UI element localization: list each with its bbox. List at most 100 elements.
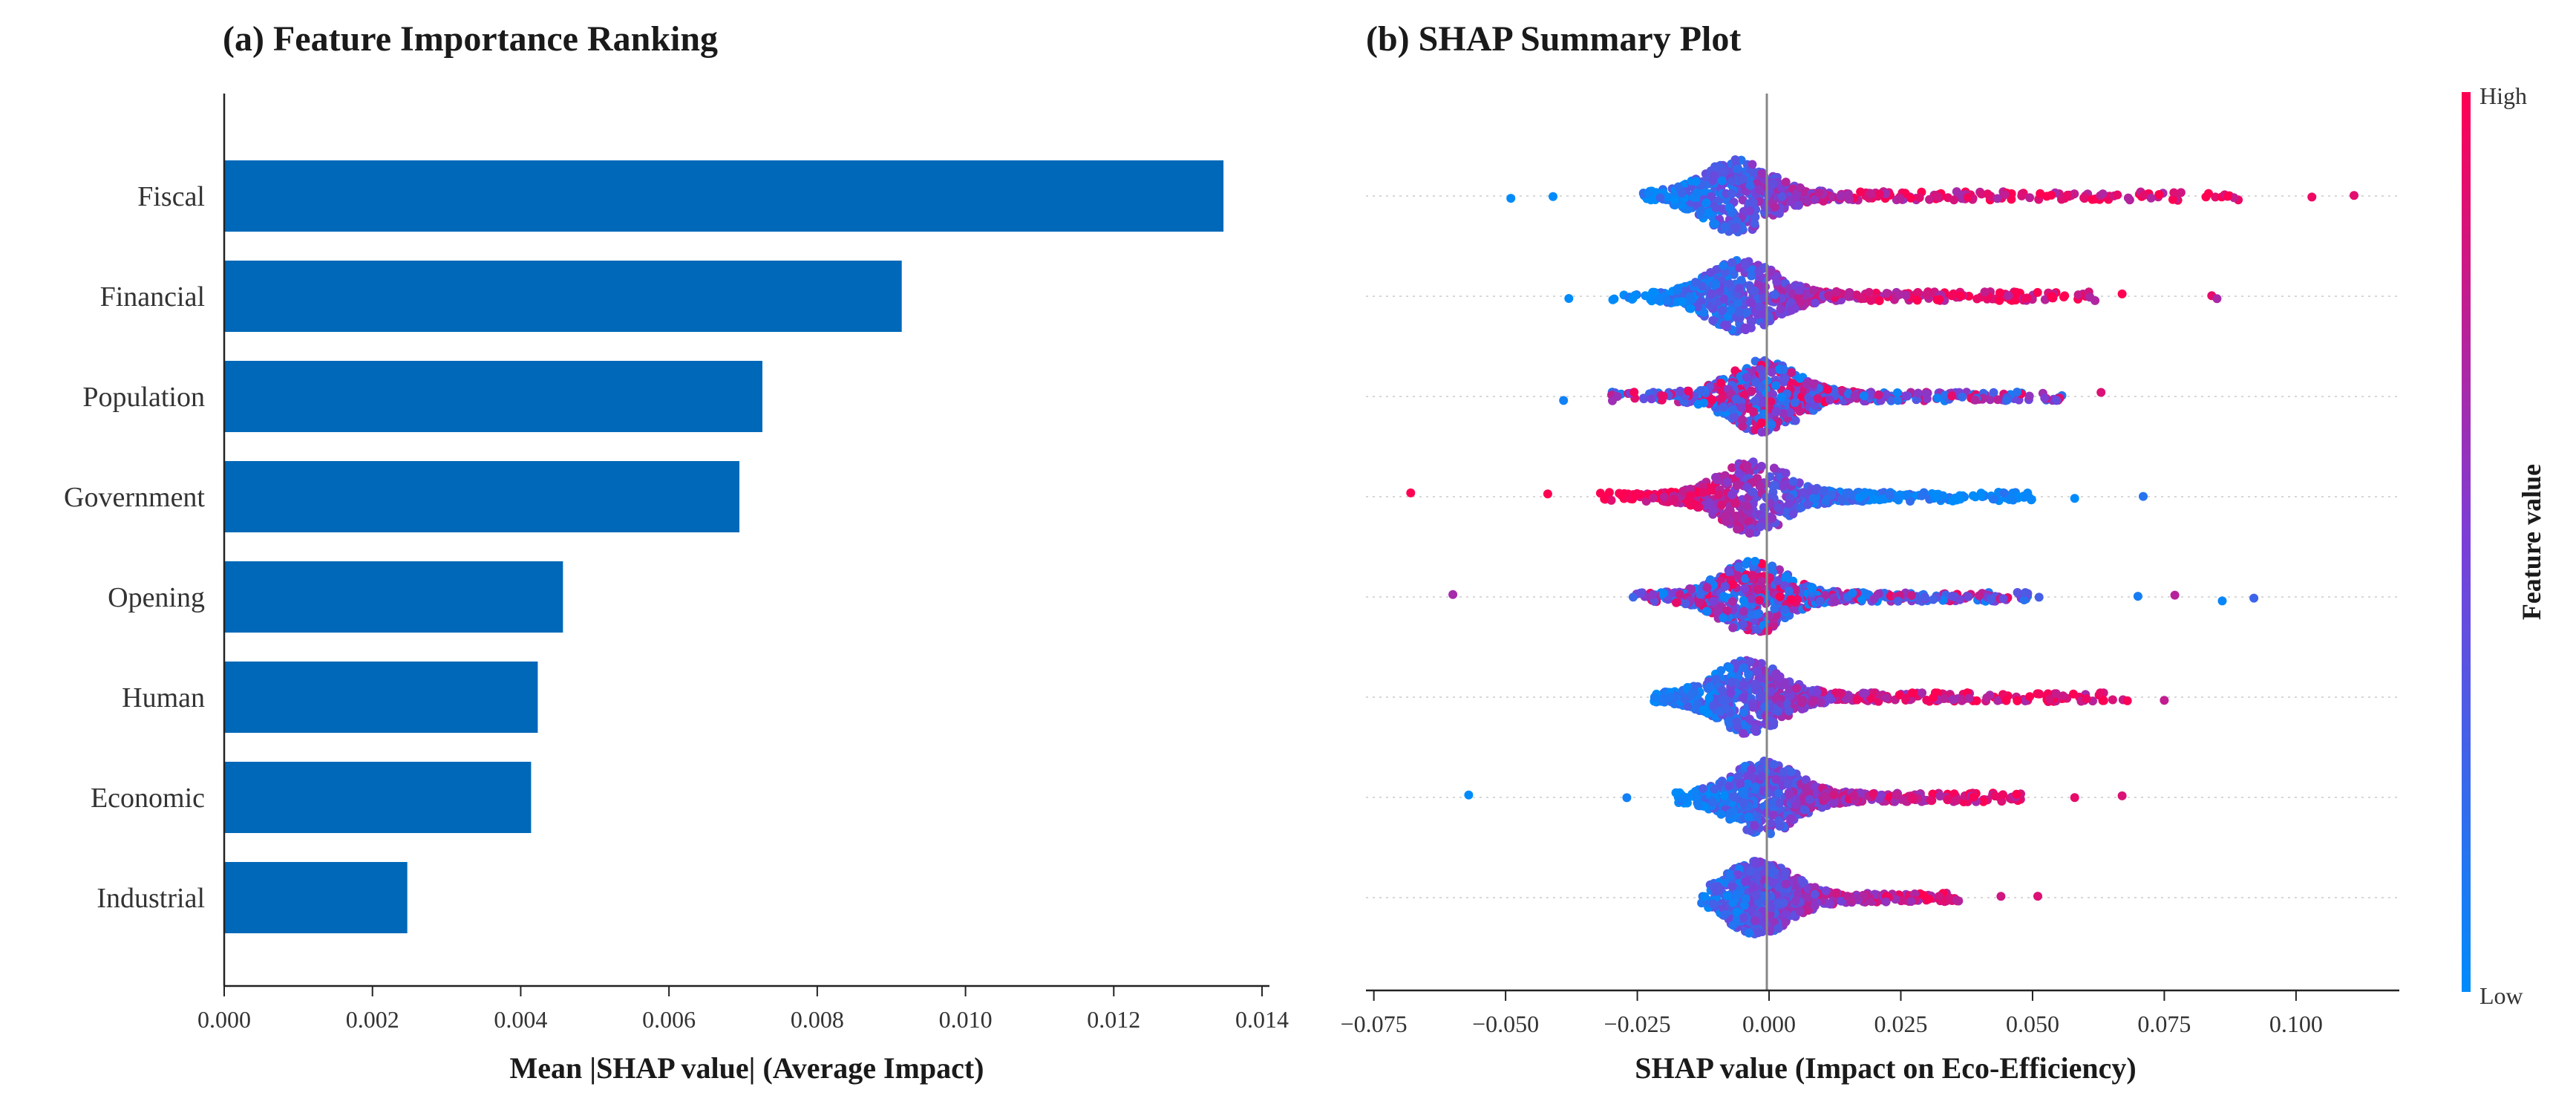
shap-point — [2059, 293, 2068, 301]
shap-point — [1989, 494, 1998, 504]
shap-point — [1723, 477, 1733, 487]
shap-point — [2013, 388, 2022, 397]
shap-point — [1906, 193, 1915, 203]
shap-point — [1710, 219, 1720, 229]
shap-point — [1728, 623, 1738, 633]
shap-point — [1731, 512, 1741, 520]
shap-point — [1733, 571, 1742, 581]
shap-point — [1741, 325, 1750, 335]
shap-point — [1662, 296, 1672, 305]
shap-point — [1882, 289, 1892, 298]
shap-point — [1720, 320, 1730, 330]
shap-point — [2012, 789, 2021, 799]
shap-point — [2017, 189, 2027, 199]
shap-point — [1675, 590, 1684, 599]
shap-point — [1755, 302, 1765, 312]
shap-point — [1740, 574, 1750, 584]
shap-point — [1718, 176, 1727, 186]
x-tick-label: 0.010 — [939, 1006, 993, 1033]
shap-point — [1690, 278, 1700, 287]
shap-point — [1650, 693, 1659, 702]
shap-point — [1801, 783, 1811, 793]
shap-point — [1827, 489, 1837, 499]
shap-point — [2099, 696, 2108, 705]
shap-point — [1687, 584, 1696, 594]
shap-point — [1912, 295, 1922, 305]
shap-point — [1665, 692, 1675, 702]
shap-point — [1785, 408, 1794, 417]
shap-point — [1736, 403, 1746, 413]
shap-point — [1768, 877, 1777, 886]
shap-point — [1770, 480, 1779, 490]
shap-point — [2160, 696, 2169, 705]
shap-point — [1783, 780, 1793, 789]
shap-point — [1782, 572, 1791, 581]
shap-point — [1725, 663, 1734, 673]
shap-point — [1913, 388, 1923, 398]
shap-point — [1635, 589, 1645, 598]
shap-point — [1718, 204, 1727, 214]
shap-point — [1929, 595, 1938, 604]
shap-point — [1769, 463, 1779, 473]
shap-point — [1728, 921, 1738, 930]
shap-point — [2025, 692, 2035, 702]
shap-point — [1696, 590, 1705, 600]
shap-point — [2117, 791, 2127, 800]
shap-point — [1820, 590, 1830, 600]
shap-point — [1732, 223, 1742, 232]
shap-point — [1732, 164, 1742, 174]
shap-point — [2204, 189, 2213, 198]
beeswarm-row-fiscal — [1506, 155, 2358, 237]
shap-point — [1406, 488, 1416, 497]
shap-point — [1815, 596, 1825, 606]
shap-point — [1717, 696, 1727, 705]
shap-point — [1716, 379, 1726, 388]
shap-point — [1786, 595, 1796, 604]
shap-point — [1713, 490, 1723, 500]
shap-point — [1907, 591, 1916, 600]
x-tick-label: 0.012 — [1087, 1006, 1140, 1033]
shap-point — [1702, 583, 1712, 592]
shap-point — [1989, 388, 1998, 397]
shap-point — [1849, 791, 1859, 800]
shap-point — [1943, 794, 1952, 804]
shap-point — [1757, 559, 1767, 569]
shap-point — [1869, 494, 1879, 504]
shap-point — [1893, 596, 1903, 606]
shap-point — [1733, 524, 1742, 534]
shap-point — [1921, 389, 1931, 399]
shap-point — [1744, 517, 1753, 526]
shap-point — [1799, 805, 1809, 814]
shap-point — [1734, 468, 1744, 478]
shap-point — [1727, 490, 1736, 500]
shap-point — [1745, 529, 1754, 538]
shap-point — [1756, 462, 1766, 471]
shap-point — [1756, 418, 1766, 428]
shap-point — [1720, 267, 1730, 277]
shap-point — [1506, 194, 1516, 203]
x-tick-label: 0.006 — [642, 1006, 696, 1033]
shap-point — [1726, 305, 1736, 315]
shap-point — [1977, 491, 1987, 500]
shap-point — [1808, 494, 1818, 503]
shap-point — [1745, 206, 1754, 216]
shap-point — [1704, 208, 1713, 218]
shap-point — [1644, 188, 1653, 197]
shap-point — [1750, 725, 1759, 734]
shap-point — [1787, 305, 1797, 315]
shap-point — [1755, 481, 1765, 491]
x-tick-label: 0.008 — [791, 1006, 844, 1033]
bar-economic — [224, 762, 532, 833]
shap-point — [1969, 792, 1978, 802]
shap-point — [1684, 386, 1693, 396]
shap-point — [1756, 382, 1766, 391]
shap-point — [1741, 260, 1750, 270]
shap-point — [1698, 281, 1707, 291]
shap-point — [1792, 684, 1802, 693]
shap-point — [1811, 485, 1820, 494]
shap-point — [1796, 297, 1805, 307]
shap-point — [1771, 774, 1781, 784]
shap-point — [1758, 370, 1768, 380]
shap-point — [1655, 193, 1665, 203]
shap-point — [1813, 394, 1823, 403]
